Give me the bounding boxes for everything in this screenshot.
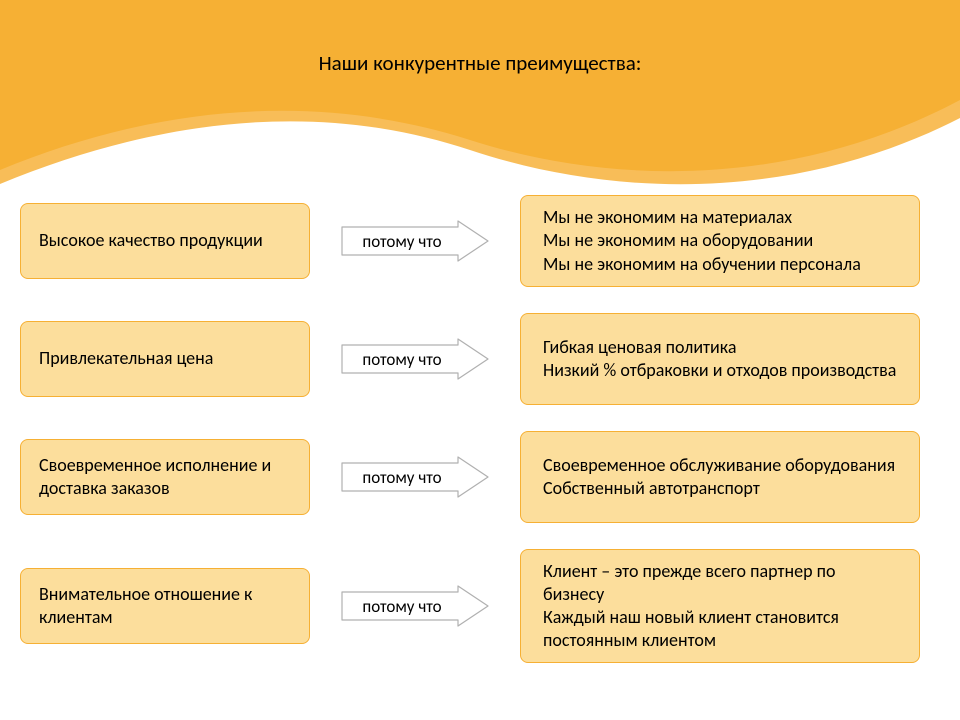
- banner-title: Наши конкурентные преимущества:: [0, 50, 960, 76]
- reason-line: Своевременное обслуживание оборудования: [543, 454, 899, 477]
- reason-line: Каждый наш новый клиент становится посто…: [543, 606, 899, 652]
- advantage-row: Своевременное исполнение и доставка зака…: [20, 431, 940, 523]
- reason-card: Мы не экономим на материалахМы не эконом…: [520, 195, 920, 287]
- advantage-row: Внимательное отношение к клиентам потому …: [20, 549, 940, 663]
- advantage-row: Высокое качество продукции потому что Мы н…: [20, 195, 940, 287]
- advantage-card: Привлекательная цена: [20, 321, 310, 397]
- arrow-label: потому что: [340, 219, 464, 263]
- reason-line: Низкий % отбраковки и отходов производст…: [543, 359, 899, 382]
- reason-card: Гибкая ценовая политикаНизкий % отбраков…: [520, 313, 920, 405]
- arrow-label: потому что: [340, 455, 464, 499]
- arrow-label: потому что: [340, 337, 464, 381]
- advantage-row: Привлекательная цена потому что Гибкая цен…: [20, 313, 940, 405]
- because-arrow: потому что: [340, 584, 490, 628]
- arrow-cell: потому что: [310, 219, 520, 263]
- because-arrow: потому что: [340, 337, 490, 381]
- reason-line: Мы не экономим на материалах: [543, 206, 899, 229]
- because-arrow: потому что: [340, 455, 490, 499]
- reason-line: Гибкая ценовая политика: [543, 336, 899, 359]
- banner: Наши конкурентные преимущества:: [0, 0, 960, 220]
- arrow-cell: потому что: [310, 337, 520, 381]
- reason-card: Клиент – это прежде всего партнер по биз…: [520, 549, 920, 663]
- reason-line: Собственный автотранспорт: [543, 477, 899, 500]
- arrow-cell: потому что: [310, 455, 520, 499]
- arrow-cell: потому что: [310, 584, 520, 628]
- advantage-card: Внимательное отношение к клиентам: [20, 568, 310, 644]
- reason-line: Мы не экономим на обучении персонала: [543, 253, 899, 276]
- reason-card: Своевременное обслуживание оборудованияС…: [520, 431, 920, 523]
- reason-line: Мы не экономим на оборудовании: [543, 229, 899, 252]
- arrow-label: потому что: [340, 584, 464, 628]
- advantage-card: Своевременное исполнение и доставка зака…: [20, 439, 310, 515]
- because-arrow: потому что: [340, 219, 490, 263]
- reason-line: Клиент – это прежде всего партнер по биз…: [543, 560, 899, 606]
- advantage-card: Высокое качество продукции: [20, 203, 310, 279]
- slide: Наши конкурентные преимущества: Высокое …: [0, 0, 960, 720]
- rows-container: Высокое качество продукции потому что Мы н…: [20, 195, 940, 689]
- banner-wave-svg: [0, 0, 960, 220]
